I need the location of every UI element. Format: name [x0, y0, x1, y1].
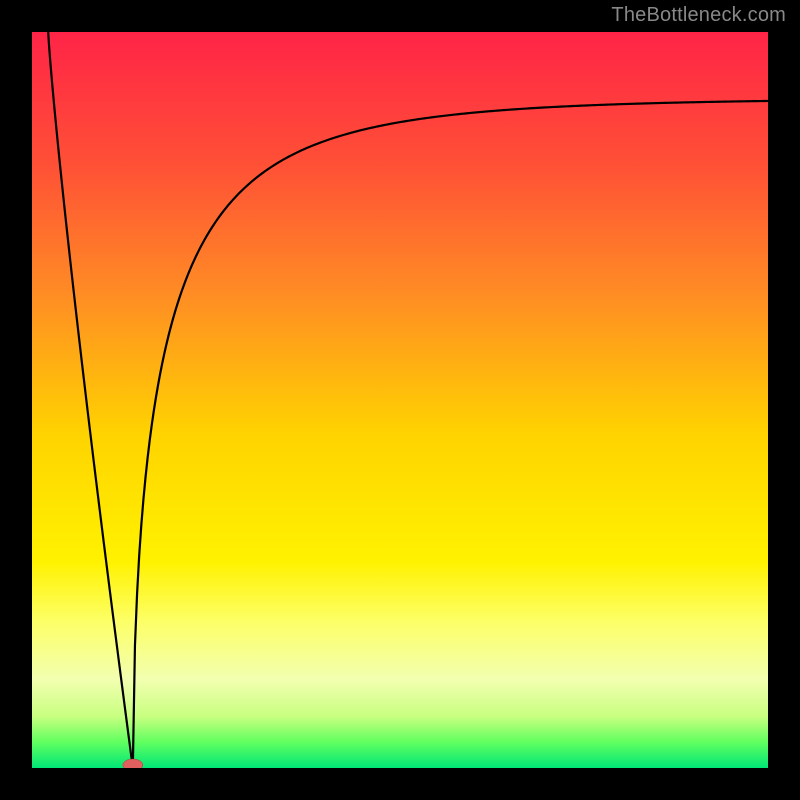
- chart-svg: [32, 32, 768, 768]
- plot-area: [32, 32, 768, 768]
- gradient-background: [32, 32, 768, 768]
- chart-frame: TheBottleneck.com: [0, 0, 800, 800]
- watermark-text: TheBottleneck.com: [611, 4, 786, 27]
